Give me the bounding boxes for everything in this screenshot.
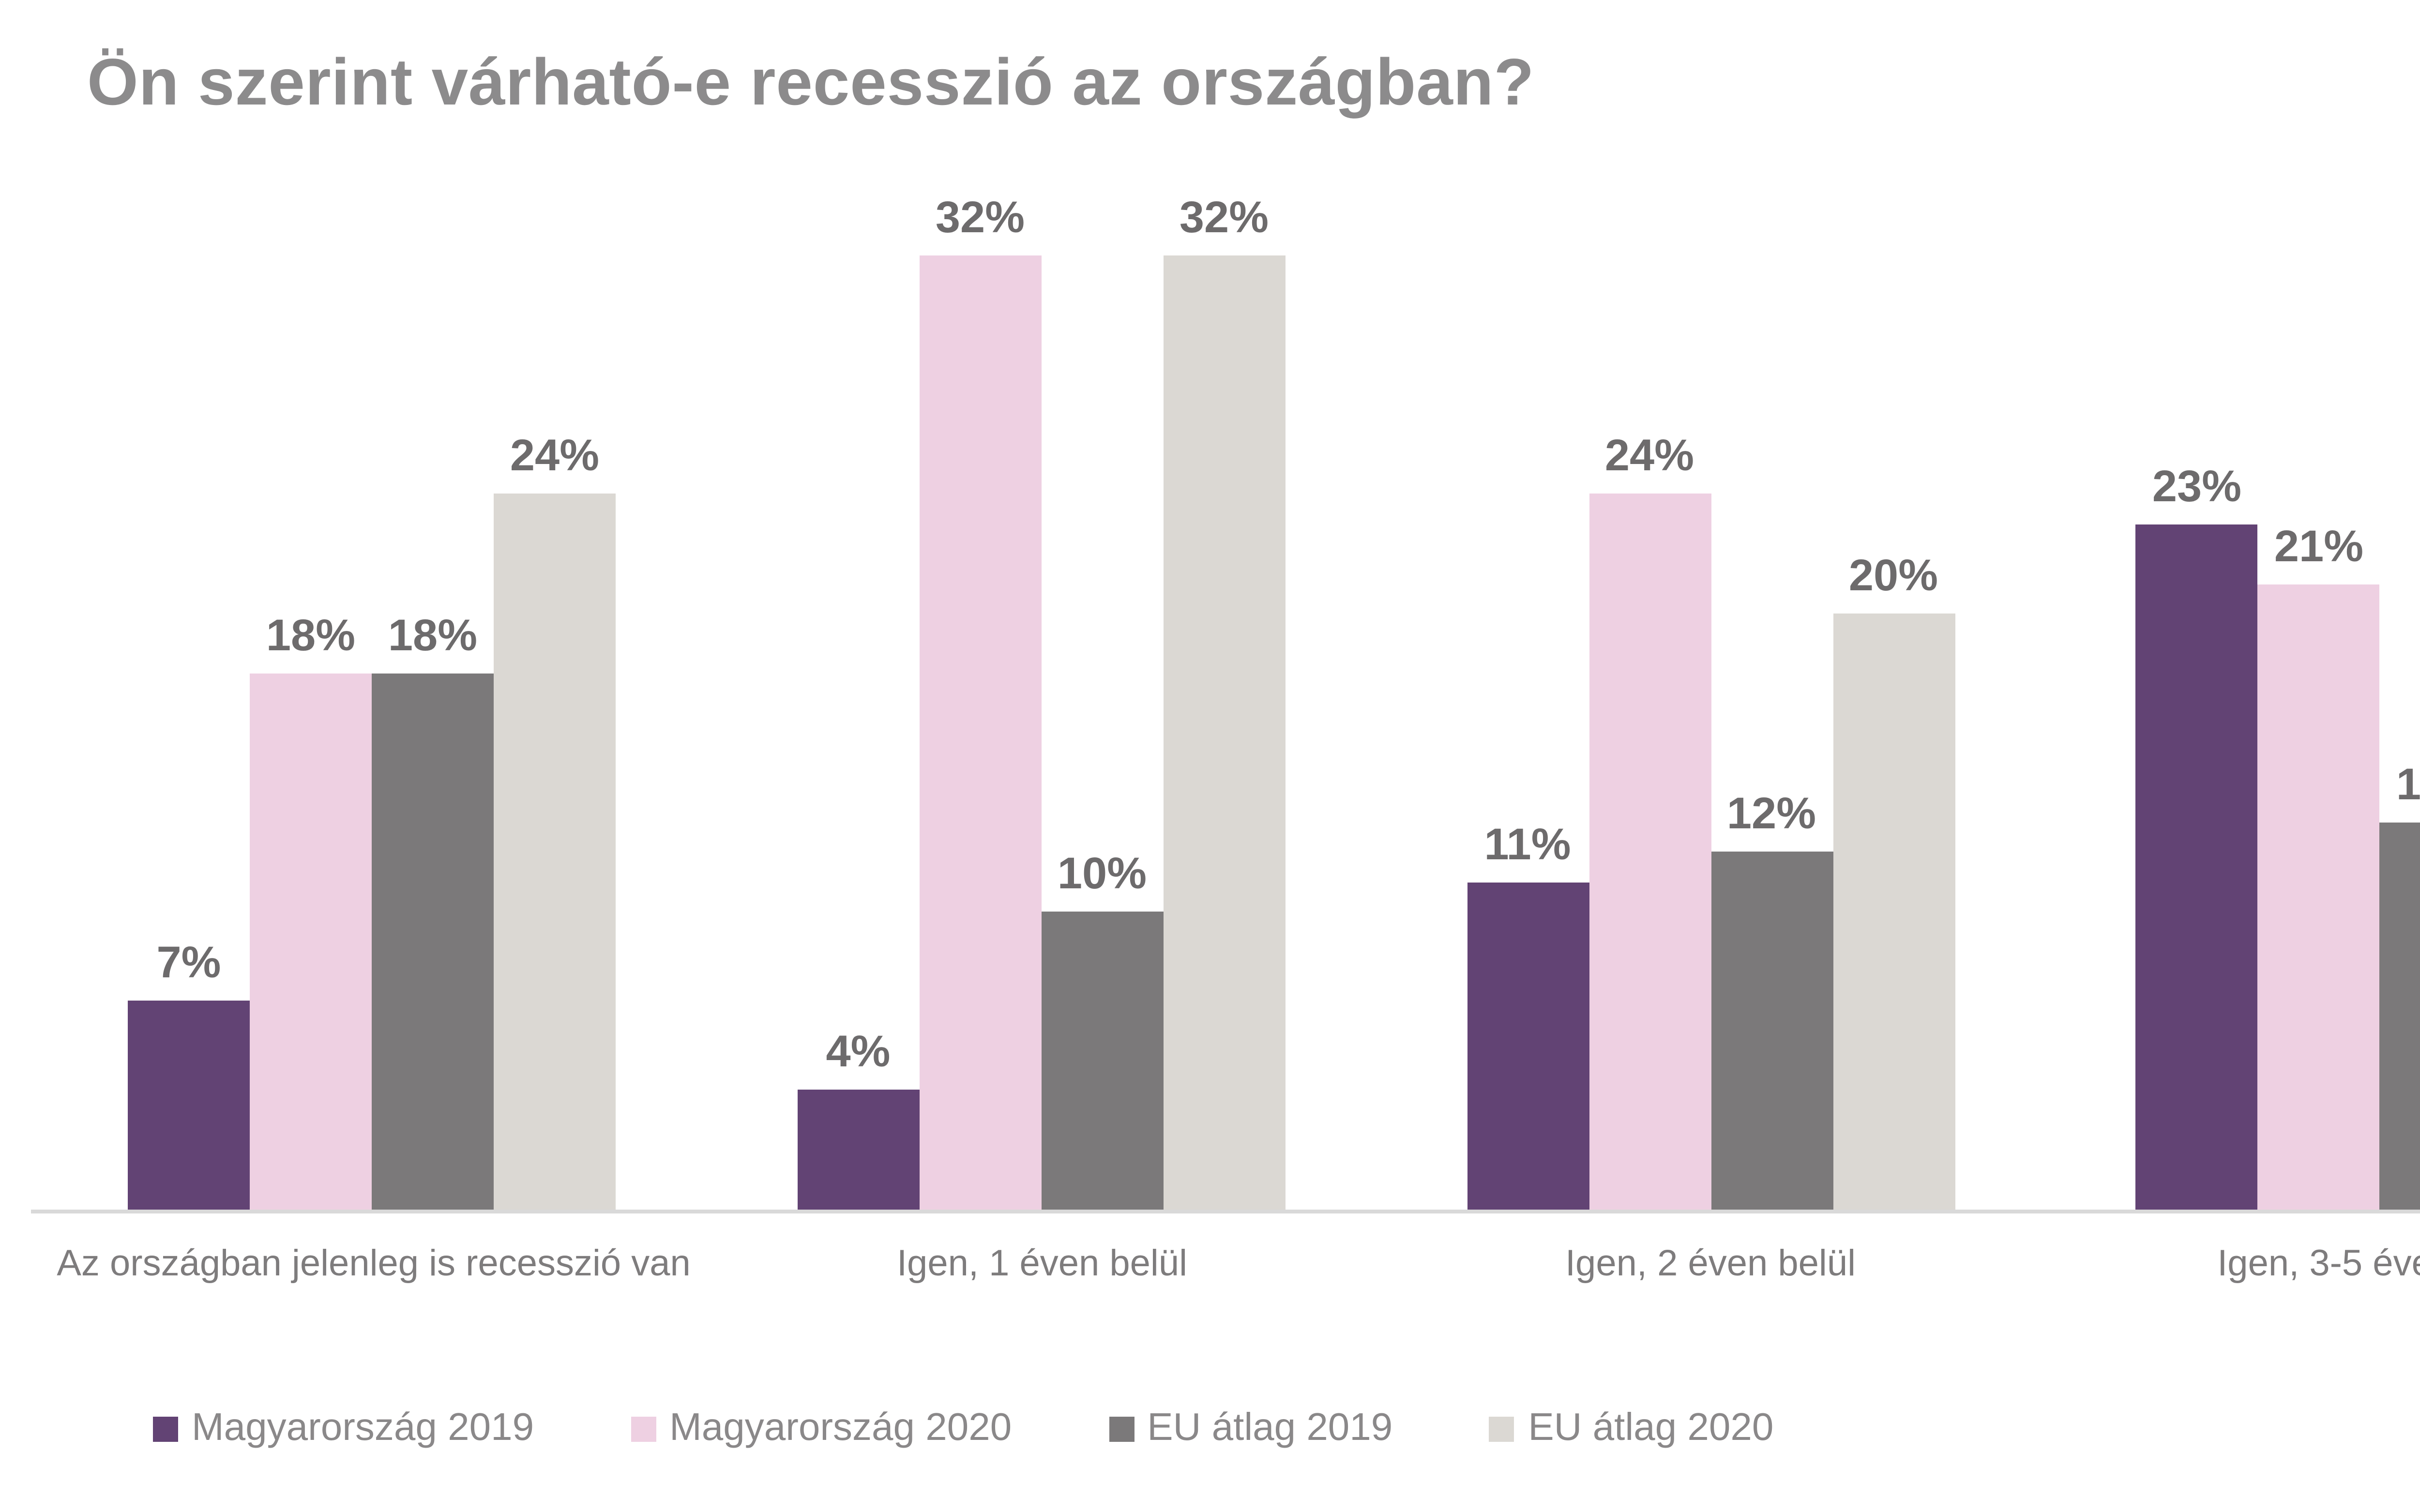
category-label: Igen, 2 éven belül	[1565, 1244, 1856, 1285]
bar	[2258, 584, 2380, 1210]
bar-group: 23%21%13%14%	[2136, 460, 2420, 1210]
x-axis-category-labels: Az országban jelenleg is recesszió van Ig…	[0, 1241, 2420, 1338]
bar-value-label: 10%	[1057, 848, 1147, 898]
bar	[1832, 614, 1954, 1210]
legend-label: Magyarország 2020	[669, 1407, 1012, 1450]
bar-column: 24%	[1588, 431, 1710, 1210]
legend: Magyarország 2019 Magyarország 2020 EU átl…	[153, 1407, 1773, 1452]
category-label: Igen, 3-5 éven belül	[2217, 1244, 2420, 1285]
legend-item: EU átlag 2020	[1489, 1407, 1773, 1452]
bar-value-label: 32%	[1179, 192, 1269, 242]
legend-label: Magyarország 2019	[192, 1407, 534, 1450]
bar	[2136, 524, 2258, 1210]
bar-column: 11%	[1467, 818, 1588, 1210]
bar-value-label: 13%	[2396, 758, 2420, 809]
bar	[494, 494, 616, 1210]
bar-column: 24%	[494, 431, 616, 1210]
bar-group: 11% 24% 12% 20%	[1467, 431, 1954, 1210]
bar-value-label: 11%	[1484, 818, 1571, 868]
bar	[797, 1090, 919, 1210]
bar	[250, 673, 372, 1210]
legend-item: Magyarország 2020	[631, 1407, 1012, 1452]
bar-group: 7% 18% 18% 24%	[128, 431, 616, 1210]
bar-value-label: 4%	[826, 1026, 891, 1077]
bar-column: 32%	[1163, 192, 1285, 1210]
bar-column: 32%	[919, 192, 1041, 1210]
bar	[919, 255, 1041, 1210]
bar	[1467, 882, 1588, 1210]
bar-value-label: 32%	[935, 192, 1025, 242]
bar-column: 4%	[797, 1027, 919, 1210]
legend-label: EU átlag 2019	[1147, 1407, 1393, 1450]
bar	[1163, 255, 1285, 1210]
legend-label: EU átlag 2020	[1528, 1407, 1774, 1450]
legend-item: Magyarország 2019	[153, 1407, 534, 1452]
bar-column: 18%	[250, 609, 372, 1210]
category-label: Az országban jelenleg is recesszió van	[57, 1244, 691, 1285]
bar	[372, 673, 494, 1210]
bar-value-label: 18%	[266, 609, 356, 660]
legend-item: EU átlag 2019	[1108, 1407, 1392, 1452]
bar	[2380, 822, 2420, 1210]
bar-value-label: 12%	[1726, 788, 1816, 838]
legend-swatch	[1108, 1417, 1134, 1442]
chart-title: Ön szerint várható-e recesszió az ország…	[87, 46, 1535, 120]
bar-column: 13%	[2380, 758, 2420, 1210]
legend-swatch	[1489, 1417, 1515, 1442]
x-axis-line	[31, 1210, 2420, 1213]
bar	[128, 1001, 250, 1210]
bar-value-label: 21%	[2274, 520, 2364, 570]
bar-column: 10%	[1041, 848, 1163, 1210]
bar	[1710, 852, 1832, 1210]
bar-value-label: 23%	[2152, 460, 2242, 511]
bar-column: 20%	[1832, 550, 1954, 1210]
bar	[1588, 494, 1710, 1210]
bar-value-label: 24%	[1604, 430, 1694, 481]
bar-value-label: 7%	[156, 937, 221, 988]
bar-column: 23%	[2136, 460, 2258, 1210]
bar-value-label: 24%	[510, 430, 600, 481]
bar-column: 7%	[128, 937, 250, 1210]
bar	[1041, 912, 1163, 1210]
bar-value-label: 20%	[1848, 550, 1938, 600]
bar-column: 21%	[2258, 520, 2380, 1210]
plot-area: 7% 18% 18% 24% 4% 32% 10% 32% 11% 24% 12% 20% 23% 21%…	[128, 192, 2420, 1210]
legend-swatch	[153, 1417, 178, 1442]
bar-column: 18%	[372, 609, 494, 1210]
category-label: Igen, 1 éven belül	[896, 1244, 1187, 1285]
legend-swatch	[631, 1417, 656, 1442]
bar-value-label: 18%	[388, 609, 478, 660]
bar-column: 12%	[1710, 788, 1832, 1210]
bar-group: 4% 32% 10% 32%	[797, 192, 1285, 1210]
